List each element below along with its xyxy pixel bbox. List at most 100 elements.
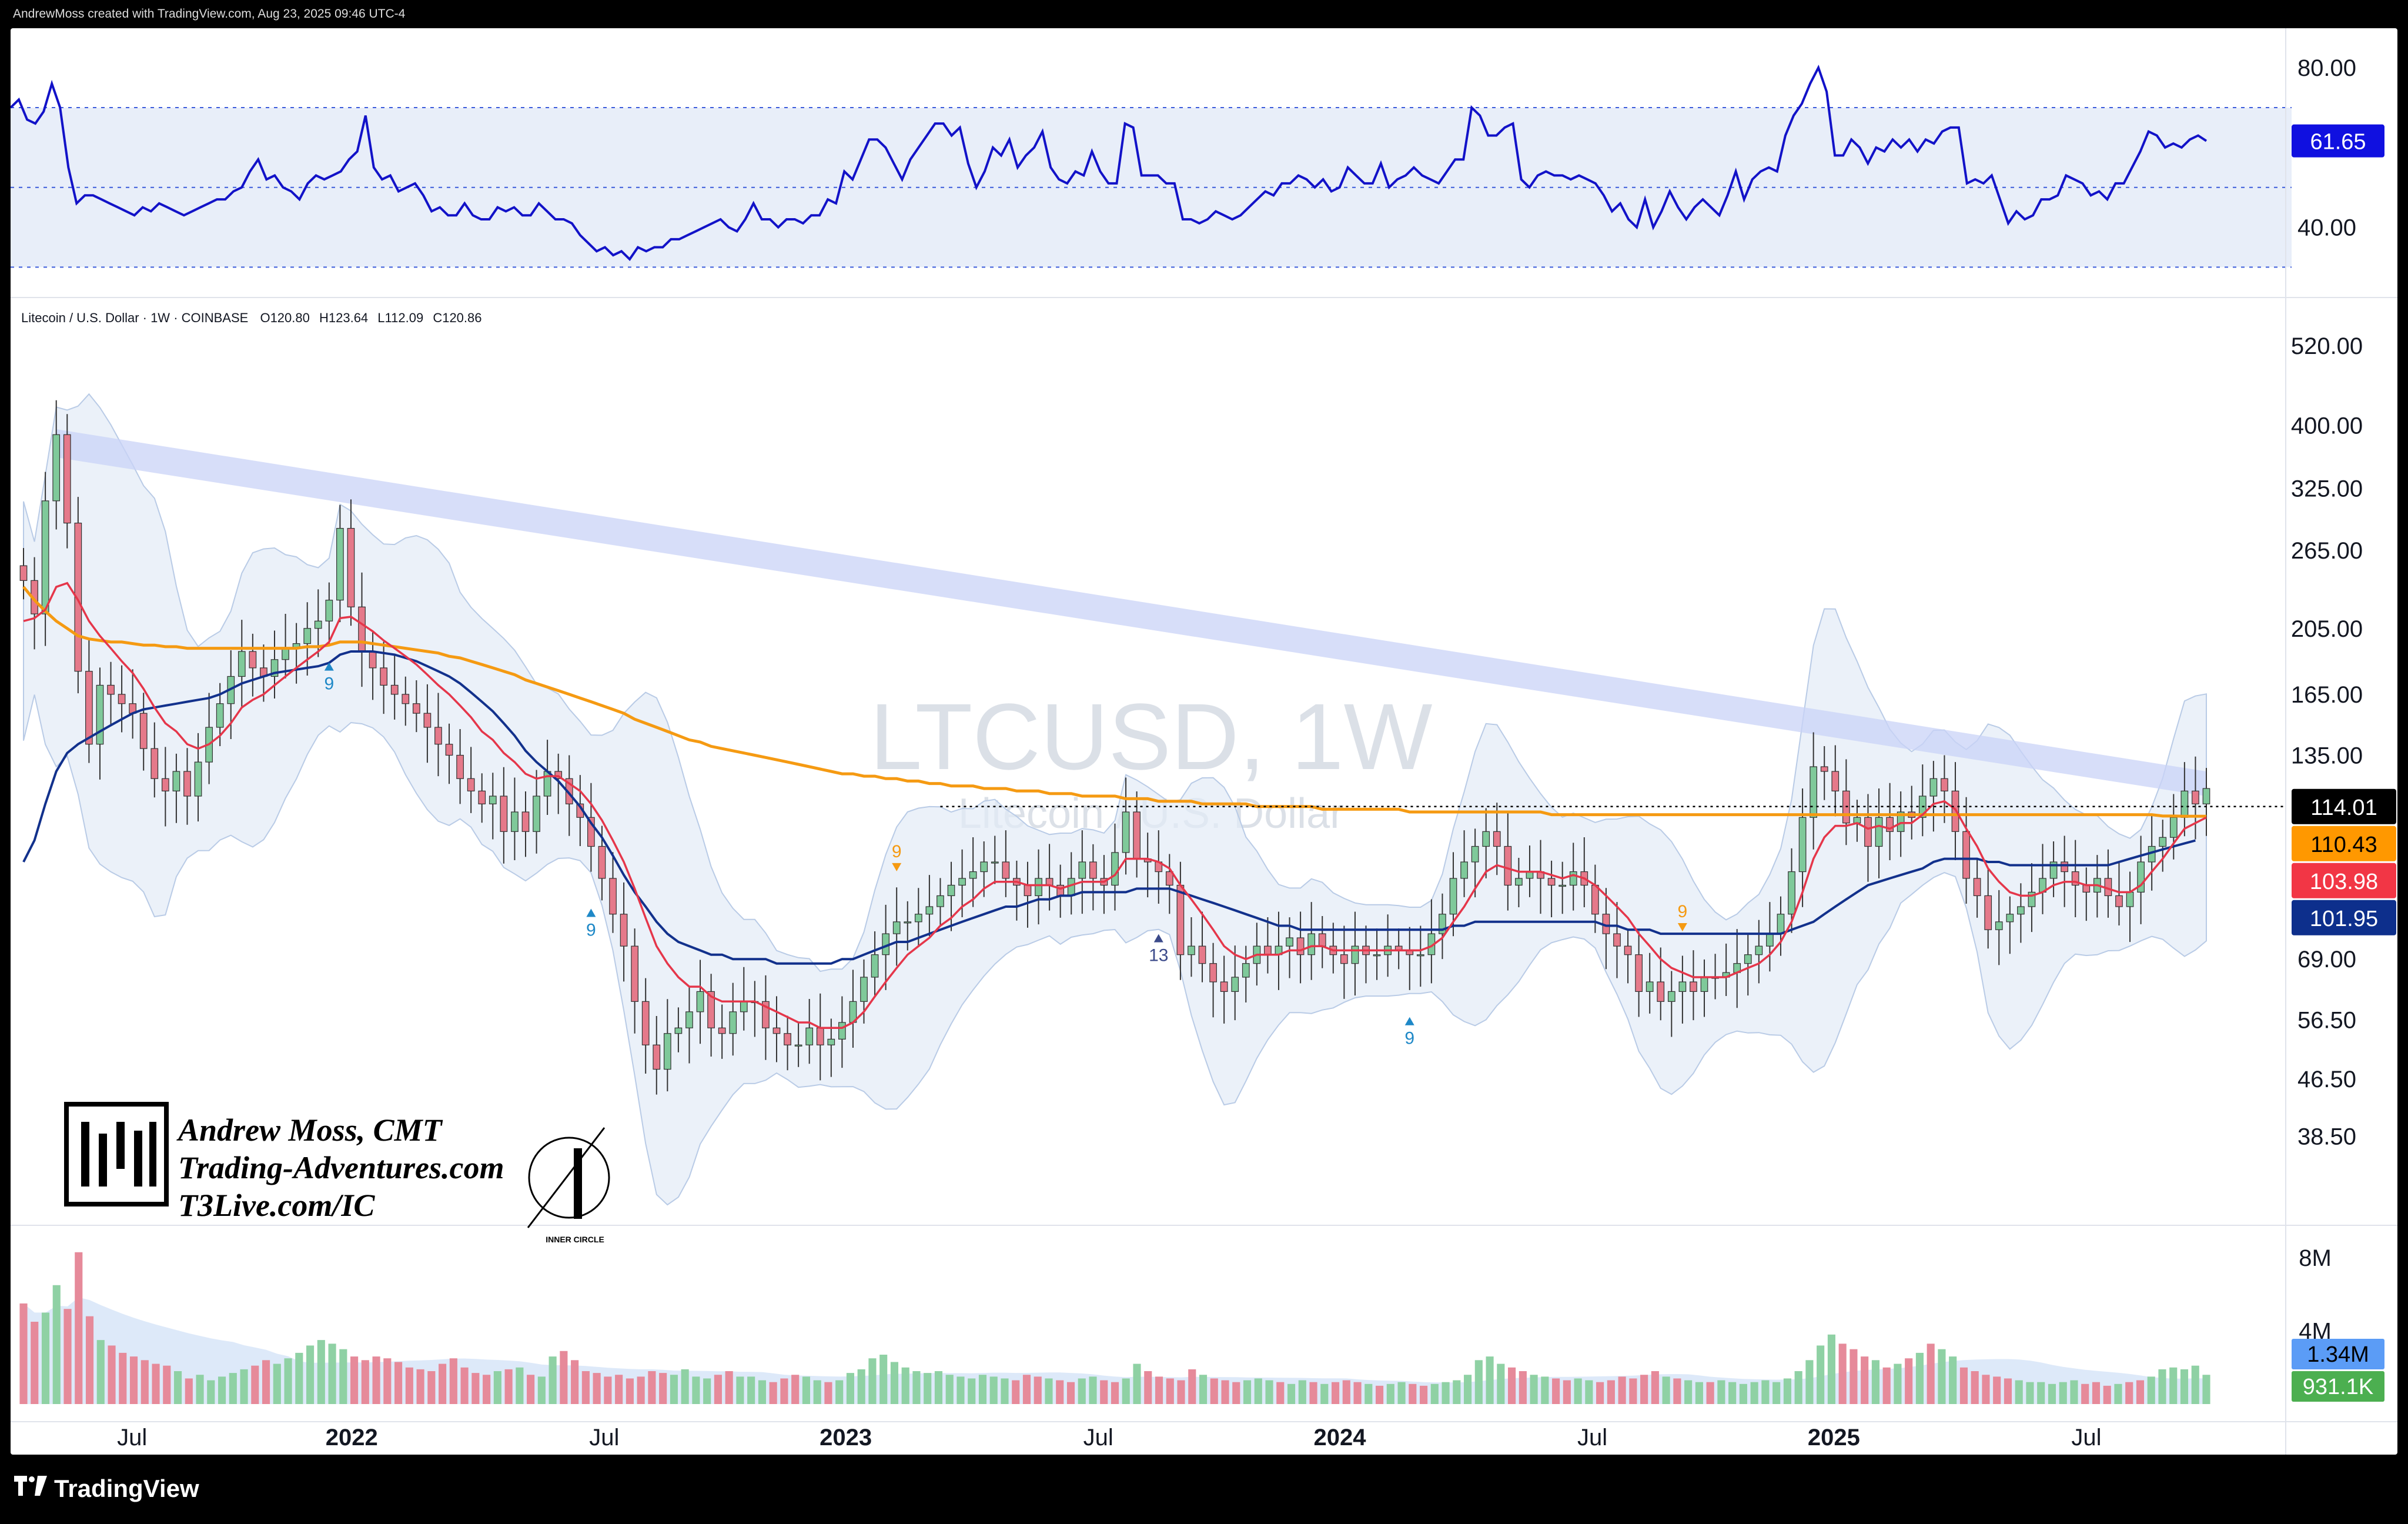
- volume-bar: [75, 1252, 83, 1404]
- candle-body: [641, 1001, 650, 1045]
- volume-bar: [96, 1340, 105, 1404]
- candle-body: [904, 921, 912, 924]
- candle-body: [653, 1044, 661, 1070]
- volume-ma-area: [24, 1297, 2206, 1404]
- candle-body: [892, 921, 901, 934]
- candle-body: [1788, 871, 1795, 915]
- volume-bar: [1805, 1360, 1814, 1404]
- candle-body: [521, 811, 530, 832]
- watermark-symbol: LTCUSD, 1W: [869, 684, 1432, 789]
- candle-body: [685, 1011, 693, 1028]
- volume-bar: [449, 1358, 457, 1404]
- volume-bar: [1629, 1378, 1637, 1404]
- price-badge: [2292, 863, 2396, 898]
- candle-body: [1439, 914, 1446, 934]
- volume-bar: [659, 1373, 667, 1404]
- time-tick-label: Jul: [2071, 1425, 2101, 1451]
- candle-body: [2028, 891, 2036, 907]
- candle-body: [1133, 811, 1141, 860]
- volume-bar: [1442, 1382, 1450, 1404]
- volume-bar: [549, 1356, 557, 1404]
- candle-body: [663, 1033, 671, 1070]
- volume-bar: [581, 1371, 590, 1404]
- volume-bar: [1375, 1385, 1384, 1404]
- volume-bar: [41, 1312, 50, 1404]
- volume-bar: [1474, 1360, 1483, 1404]
- volume-bar: [593, 1373, 601, 1404]
- candle-body: [358, 606, 366, 652]
- price-badge-label: 110.43: [2310, 833, 2377, 857]
- volume-bar: [1409, 1383, 1417, 1404]
- legend-open: O120.80: [260, 310, 309, 325]
- candle-body: [172, 771, 180, 791]
- price-tick-label: 38.50: [2297, 1124, 2356, 1149]
- td-marker-arrow: [1404, 1017, 1414, 1025]
- volume-bar: [1254, 1378, 1262, 1404]
- candle-body: [707, 991, 715, 1028]
- chart-svg[interactable]: LTCUSD, 1W Litecoin / U.S. Dollar 991399…: [11, 28, 2397, 1455]
- sma-blue-line: [22, 650, 2196, 965]
- brand-line-2: Trading-Adventures.com: [178, 1150, 504, 1185]
- rsi-value-badge: [2292, 124, 2384, 158]
- candle-body: [19, 565, 28, 581]
- volume-bar: [1276, 1382, 1285, 1404]
- legend-symbol-name: Litecoin / U.S. Dollar · 1W · COINBASE: [21, 310, 248, 325]
- volume-bar: [2092, 1382, 2101, 1404]
- candle-body: [1984, 895, 1992, 930]
- rsi-tick-label: 80.00: [2297, 55, 2356, 81]
- rsi-line: [11, 65, 2208, 261]
- volume-bar: [813, 1380, 821, 1404]
- candle-body: [554, 771, 563, 779]
- inner-circle-logo: [528, 1137, 610, 1219]
- candle-body: [827, 1038, 835, 1045]
- candle-body: [2180, 790, 2189, 818]
- volume-bar: [1045, 1378, 1053, 1404]
- candle-body: [1111, 852, 1119, 886]
- price-tick-label: 400.00: [2291, 413, 2363, 439]
- td-marker-arrow: [586, 908, 596, 917]
- volume-bar: [1563, 1380, 1571, 1404]
- candle-body: [1744, 954, 1752, 964]
- volume-bar: [405, 1367, 413, 1404]
- volume-bar: [1012, 1380, 1020, 1404]
- volume-bar: [262, 1360, 270, 1404]
- time-tick-label: Jul: [1083, 1425, 1113, 1451]
- candle-body: [1929, 778, 1938, 797]
- candle-body: [1067, 878, 1075, 897]
- candle-body: [838, 1022, 846, 1040]
- volume-bar: [626, 1378, 634, 1404]
- volume-bar: [1651, 1371, 1659, 1404]
- candle-body: [1188, 945, 1195, 955]
- candle-body: [1242, 963, 1250, 978]
- volume-bar: [394, 1362, 403, 1404]
- volume-bar: [1177, 1380, 1185, 1404]
- volume-bar: [1761, 1380, 1770, 1404]
- volume-bar: [2136, 1380, 2145, 1404]
- candle-body: [696, 991, 704, 1012]
- time-tick-label: 2025: [1808, 1425, 1860, 1451]
- rsi-pane[interactable]: [11, 65, 2292, 268]
- chart-panel[interactable]: LTCUSD, 1W Litecoin / U.S. Dollar 991399…: [11, 28, 2397, 1455]
- volume-bar: [416, 1369, 424, 1404]
- price-axis[interactable]: 80.00 40.00 61.65 520.00 400.00 325.00 265.00 2…: [11, 28, 2397, 1455]
- ema-red-line: [23, 581, 2207, 1030]
- volume-bar: [1144, 1371, 1152, 1404]
- candle-body: [52, 434, 61, 502]
- volume-bar: [736, 1376, 744, 1404]
- volume-bar: [560, 1351, 568, 1404]
- candle-body: [478, 790, 486, 804]
- volume-bar: [372, 1356, 380, 1404]
- candle-body: [947, 884, 955, 897]
- volume-bar: [2114, 1383, 2122, 1404]
- volume-pane[interactable]: [19, 1252, 2210, 1404]
- price-pane[interactable]: 9 9 13 9 9 9: [19, 393, 2286, 1206]
- volume-bar: [1199, 1375, 1208, 1404]
- candle-body: [249, 651, 257, 669]
- brand-line-3: T3Live.com/IC: [178, 1188, 375, 1223]
- volume-bar: [427, 1371, 436, 1404]
- volume-bar: [1618, 1376, 1626, 1404]
- volume-bar: [2004, 1378, 2012, 1404]
- volume-bar: [152, 1363, 160, 1404]
- price-badge: [2292, 900, 2396, 935]
